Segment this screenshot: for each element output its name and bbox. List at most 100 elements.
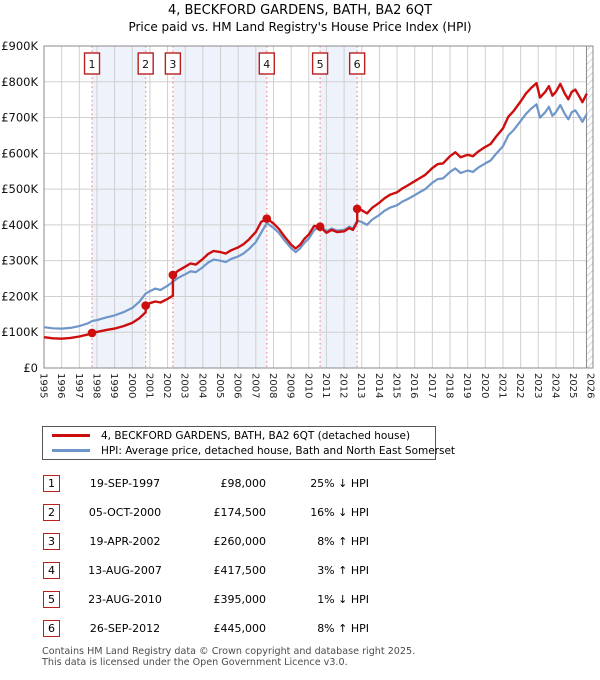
sale-point-marker xyxy=(141,301,150,310)
transaction-number-badge: 1 xyxy=(43,475,60,492)
footer-line-1: Contains HM Land Registry data © Crown c… xyxy=(42,646,416,657)
y-tick-label: £900K xyxy=(1,39,38,53)
x-tick-label: 1997 xyxy=(73,373,84,398)
sale-point-marker xyxy=(352,204,362,214)
sale-number-label: 1 xyxy=(89,58,96,71)
hpi-line xyxy=(43,103,588,330)
y-tick-label: £500K xyxy=(1,182,38,196)
transaction-price: £395,000 xyxy=(213,593,267,606)
price-paid-line-swatch xyxy=(52,434,90,437)
transaction-date: 23-AUG-2010 xyxy=(88,593,162,606)
x-tick-label: 2025 xyxy=(567,373,578,398)
chart-legend: 4, BECKFORD GARDENS, BATH, BA2 6QT (deta… xyxy=(42,426,455,460)
x-tick-label: 2002 xyxy=(161,373,172,398)
transaction-price: £174,500 xyxy=(213,506,267,519)
transaction-number-badge: 3 xyxy=(43,533,60,550)
x-tick-label: 1995 xyxy=(38,373,49,398)
sale-number-box xyxy=(164,52,182,75)
x-tick-label: 2019 xyxy=(461,373,472,398)
sale-number-box xyxy=(348,52,366,75)
ownership-period-band xyxy=(172,46,267,368)
transaction-price: £98,000 xyxy=(220,477,267,490)
transaction-hpi-comparison: 8% ↑ HPI xyxy=(317,622,369,635)
x-tick-label: 2017 xyxy=(426,373,437,398)
x-tick-label: 2022 xyxy=(514,373,525,398)
sale-number-label: 3 xyxy=(169,58,176,71)
transaction-number-badge: 4 xyxy=(43,562,60,579)
sale-number-label: 2 xyxy=(142,58,149,71)
transaction-hpi-comparison: 8% ↑ HPI xyxy=(317,535,369,548)
sale-number-box xyxy=(83,52,101,75)
price-history-chart: 1 2 3 4 5 6 £0 £100K £200K £300K £400K £500K £600K £7… xyxy=(1,39,596,398)
sale-point-marker xyxy=(315,222,325,231)
sale-number-box xyxy=(137,52,154,75)
x-tick-label: 2009 xyxy=(285,373,296,398)
sale-number-label: 5 xyxy=(317,58,324,71)
y-tick-label: £400K xyxy=(1,218,38,232)
x-tick-label: 1999 xyxy=(108,373,119,398)
transaction-hpi-comparison: 1% ↓ HPI xyxy=(317,593,369,606)
page-subtitle: Price paid vs. HM Land Registry's House … xyxy=(128,20,472,34)
y-tick-label: £200K xyxy=(1,289,38,303)
x-tick-label: 1998 xyxy=(90,373,101,398)
plot-border xyxy=(43,45,594,369)
y-tick-label: £300K xyxy=(1,254,38,268)
license-footer: Contains HM Land Registry data © Crown c… xyxy=(42,646,416,669)
transaction-number-badge: 5 xyxy=(43,591,60,608)
x-tick-label: 2003 xyxy=(179,373,190,398)
x-tick-label: 2012 xyxy=(338,373,349,398)
x-tick-label: 2000 xyxy=(126,373,137,398)
x-tick-label: 2021 xyxy=(496,373,507,398)
page-title: 4, BECKFORD GARDENS, BATH, BA2 6QT xyxy=(167,3,433,18)
sale-point-marker xyxy=(87,328,97,338)
transaction-date: 05-OCT-2000 xyxy=(88,506,162,519)
footer-line-2: This data is licensed under the Open Gov… xyxy=(42,656,348,668)
y-tick-label: £700K xyxy=(1,111,38,125)
x-tick-label: 2015 xyxy=(391,373,402,398)
y-tick-label: £0 xyxy=(23,361,38,375)
table-row: 1 19-SEP-1997 £98,000 25% ↓ HPI xyxy=(0,475,600,493)
transaction-price: £417,500 xyxy=(213,564,267,577)
transaction-date: 19-APR-2002 xyxy=(89,535,161,548)
y-tick-label: £600K xyxy=(1,146,38,160)
transaction-date: 26-SEP-2012 xyxy=(89,622,161,635)
x-tick-label: 2013 xyxy=(355,373,366,398)
x-tick-label: 2016 xyxy=(408,373,419,398)
future-hatch-region xyxy=(586,46,593,368)
table-row: 2 05-OCT-2000 £174,500 16% ↓ HPI xyxy=(0,504,600,522)
price-paid-line xyxy=(43,81,588,340)
x-tick-label: 2018 xyxy=(444,373,455,398)
table-row: 4 13-AUG-2007 £417,500 3% ↑ HPI xyxy=(0,562,600,580)
x-tick-label: 2011 xyxy=(320,373,331,398)
transaction-price: £445,000 xyxy=(213,622,267,635)
sale-number-label: 6 xyxy=(354,58,361,71)
x-tick-label: 2020 xyxy=(479,373,490,398)
x-tick-label: 2026 xyxy=(585,373,596,398)
sale-number-label: 4 xyxy=(263,58,270,71)
x-tick-label: 1996 xyxy=(55,373,66,398)
legend-item-hpi: HPI: Average price, detached house, Bath… xyxy=(43,443,455,458)
hpi-line-swatch xyxy=(52,449,90,452)
x-tick-label: 2023 xyxy=(532,373,543,398)
x-tick-label: 2004 xyxy=(196,373,207,398)
table-row: 3 19-APR-2002 £260,000 8% ↑ HPI xyxy=(0,533,600,551)
transaction-hpi-comparison: 25% ↓ HPI xyxy=(310,477,369,490)
transaction-number-badge: 2 xyxy=(43,504,60,521)
sale-point-marker xyxy=(168,270,178,280)
transaction-price: £260,000 xyxy=(213,535,267,548)
x-tick-label: 2007 xyxy=(249,373,260,398)
x-tick-label: 2010 xyxy=(302,373,313,398)
legend-label: 4, BECKFORD GARDENS, BATH, BA2 6QT (deta… xyxy=(101,429,411,442)
transaction-date: 19-SEP-1997 xyxy=(89,477,161,490)
y-tick-label: £100K xyxy=(1,325,38,339)
x-tick-label: 2006 xyxy=(232,373,243,398)
table-row: 5 23-AUG-2010 £395,000 1% ↓ HPI xyxy=(0,591,600,609)
x-tick-label: 2001 xyxy=(143,373,154,398)
ownership-period-band xyxy=(320,46,358,368)
table-row: 6 26-SEP-2012 £445,000 8% ↑ HPI xyxy=(0,620,600,638)
y-tick-label: £800K xyxy=(1,75,38,89)
transaction-date: 13-AUG-2007 xyxy=(88,564,162,577)
x-tick-label: 2005 xyxy=(214,373,225,398)
sale-number-box xyxy=(258,52,275,75)
